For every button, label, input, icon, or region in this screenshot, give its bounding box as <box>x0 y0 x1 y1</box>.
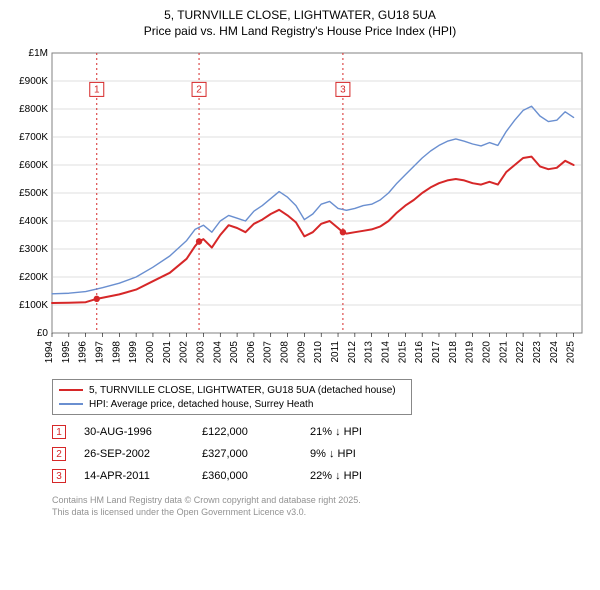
svg-text:2021: 2021 <box>498 341 509 364</box>
datapoint-diff: 22% ↓ HPI <box>310 470 400 482</box>
datapoint-date: 30-AUG-1996 <box>84 426 184 438</box>
svg-text:1998: 1998 <box>111 341 122 364</box>
legend-label: 5, TURNVILLE CLOSE, LIGHTWATER, GU18 5UA… <box>89 385 396 396</box>
svg-text:1995: 1995 <box>61 341 72 364</box>
svg-text:1994: 1994 <box>44 341 55 364</box>
sale-datapoints: 1 30-AUG-1996 £122,000 21% ↓ HPI 2 26-SEP-200… <box>52 421 590 487</box>
title-line-2: Price paid vs. HM Land Registry's House … <box>10 24 590 40</box>
svg-text:2012: 2012 <box>347 341 358 364</box>
svg-text:2011: 2011 <box>330 341 341 363</box>
svg-text:2025: 2025 <box>566 341 577 364</box>
svg-text:2006: 2006 <box>246 341 257 364</box>
datapoint-row: 2 26-SEP-2002 £327,000 9% ↓ HPI <box>52 443 590 465</box>
svg-text:2018: 2018 <box>448 341 459 364</box>
svg-text:2020: 2020 <box>481 341 492 364</box>
legend-swatch <box>59 389 83 391</box>
chart-title: 5, TURNVILLE CLOSE, LIGHTWATER, GU18 5UA… <box>10 8 590 39</box>
svg-text:£0: £0 <box>37 328 49 339</box>
footer-line-1: Contains HM Land Registry data © Crown c… <box>52 495 590 507</box>
legend-label: HPI: Average price, detached house, Surr… <box>89 399 313 410</box>
datapoint-price: £327,000 <box>202 448 292 460</box>
svg-text:2008: 2008 <box>280 341 291 364</box>
svg-text:1: 1 <box>94 85 100 96</box>
svg-text:£800K: £800K <box>19 104 48 115</box>
datapoint-date: 14-APR-2011 <box>84 470 184 482</box>
svg-text:2003: 2003 <box>195 341 206 364</box>
svg-text:2010: 2010 <box>313 341 324 364</box>
svg-text:£200K: £200K <box>19 272 48 283</box>
datapoint-marker: 2 <box>52 447 66 461</box>
price-chart: £0 £100K £200K £300K £400K £500K £600K £700K £80… <box>10 45 590 375</box>
svg-text:£500K: £500K <box>19 188 48 199</box>
datapoint-row: 3 14-APR-2011 £360,000 22% ↓ HPI <box>52 465 590 487</box>
svg-text:2000: 2000 <box>145 341 156 364</box>
svg-text:2007: 2007 <box>263 341 274 364</box>
title-line-1: 5, TURNVILLE CLOSE, LIGHTWATER, GU18 5UA <box>10 8 590 24</box>
datapoint-diff: 21% ↓ HPI <box>310 426 400 438</box>
svg-text:£400K: £400K <box>19 216 48 227</box>
svg-text:2005: 2005 <box>229 341 240 364</box>
svg-text:£1M: £1M <box>29 48 48 59</box>
datapoint-diff: 9% ↓ HPI <box>310 448 400 460</box>
svg-text:2: 2 <box>196 85 202 96</box>
datapoint-price: £360,000 <box>202 470 292 482</box>
svg-text:£700K: £700K <box>19 132 48 143</box>
svg-text:£300K: £300K <box>19 244 48 255</box>
datapoint-marker: 3 <box>52 469 66 483</box>
svg-text:2022: 2022 <box>515 341 526 364</box>
svg-text:2002: 2002 <box>179 341 190 364</box>
svg-text:1996: 1996 <box>78 341 89 364</box>
legend: 5, TURNVILLE CLOSE, LIGHTWATER, GU18 5UA… <box>52 379 412 415</box>
attribution-footer: Contains HM Land Registry data © Crown c… <box>52 495 590 518</box>
legend-swatch <box>59 403 83 404</box>
svg-text:£100K: £100K <box>19 300 48 311</box>
footer-line-2: This data is licensed under the Open Gov… <box>52 507 590 519</box>
svg-text:3: 3 <box>340 85 346 96</box>
svg-text:2023: 2023 <box>532 341 543 364</box>
svg-text:2001: 2001 <box>162 341 173 364</box>
svg-text:1997: 1997 <box>94 341 105 364</box>
datapoint-row: 1 30-AUG-1996 £122,000 21% ↓ HPI <box>52 421 590 443</box>
datapoint-price: £122,000 <box>202 426 292 438</box>
svg-text:2017: 2017 <box>431 341 442 364</box>
svg-text:2015: 2015 <box>397 341 408 364</box>
svg-text:2014: 2014 <box>381 341 392 364</box>
datapoint-date: 26-SEP-2002 <box>84 448 184 460</box>
svg-text:2019: 2019 <box>465 341 476 364</box>
svg-text:£600K: £600K <box>19 160 48 171</box>
svg-text:2004: 2004 <box>212 341 223 364</box>
svg-text:£900K: £900K <box>19 76 48 87</box>
svg-text:1999: 1999 <box>128 341 139 364</box>
svg-text:2024: 2024 <box>549 341 560 364</box>
svg-text:2016: 2016 <box>414 341 425 364</box>
legend-item: HPI: Average price, detached house, Surr… <box>59 397 405 411</box>
svg-text:2013: 2013 <box>364 341 375 364</box>
legend-item: 5, TURNVILLE CLOSE, LIGHTWATER, GU18 5UA… <box>59 383 405 397</box>
datapoint-marker: 1 <box>52 425 66 439</box>
chart-svg: £0 £100K £200K £300K £400K £500K £600K £700K £80… <box>10 45 590 375</box>
svg-text:2009: 2009 <box>296 341 307 364</box>
